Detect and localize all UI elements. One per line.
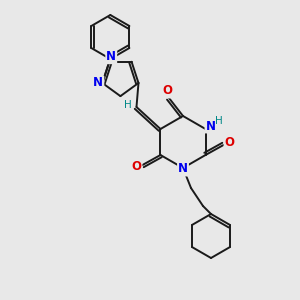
Text: H: H <box>214 116 222 126</box>
Text: O: O <box>224 136 235 149</box>
Text: N: N <box>206 119 215 133</box>
Text: O: O <box>162 85 172 98</box>
Text: H: H <box>124 100 131 110</box>
Text: N: N <box>178 163 188 176</box>
Text: N: N <box>106 50 116 63</box>
Text: N: N <box>93 76 103 89</box>
Text: O: O <box>131 160 142 173</box>
